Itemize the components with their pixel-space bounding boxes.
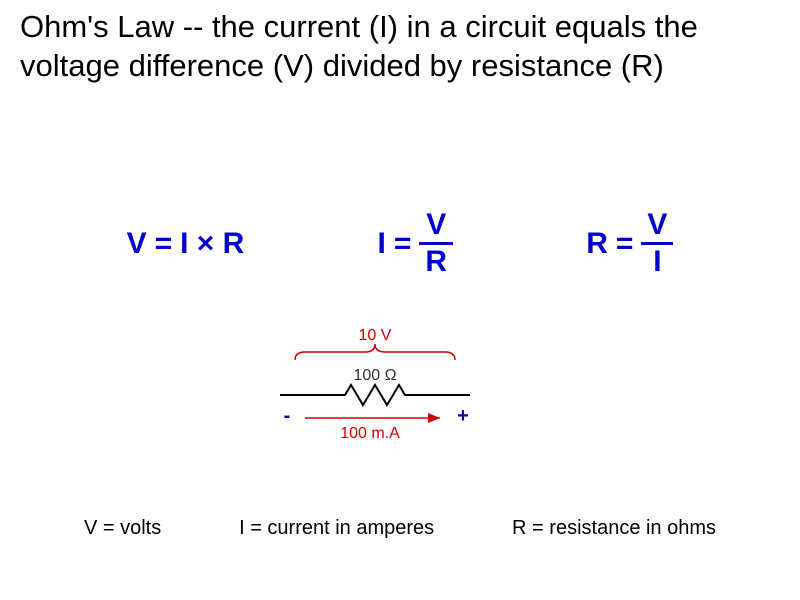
equals-sign: =	[616, 227, 634, 261]
formula-i-denominator: R	[419, 245, 453, 277]
circuit-svg: 10 V 100 Ω - + 100 m.A	[255, 330, 505, 460]
formula-i-numerator: V	[420, 210, 452, 242]
equals-sign: =	[394, 227, 412, 261]
formula-r-lhs: R	[586, 227, 608, 261]
legend-volts: V = volts	[84, 517, 161, 540]
current-arrow-head	[428, 413, 440, 423]
formula-current: I = V R	[377, 210, 453, 277]
formula-r-denominator: I	[647, 245, 667, 277]
formula-row: V = I × R I = V R R = V I	[0, 210, 800, 277]
circuit-diagram: 10 V 100 Ω - + 100 m.A	[255, 330, 505, 450]
plus-sign: +	[457, 405, 469, 427]
voltage-brace	[295, 344, 455, 360]
formula-voltage: V = I × R	[127, 227, 245, 261]
minus-sign: -	[284, 405, 291, 427]
formula-i-fraction: V R	[419, 210, 453, 277]
resistor-wire	[280, 385, 470, 405]
formula-i-lhs: I	[377, 227, 385, 261]
formula-r-numerator: V	[641, 210, 673, 242]
voltage-label: 10 V	[359, 327, 392, 344]
legend-amperes: I = current in amperes	[239, 517, 434, 540]
resistance-label: 100 Ω	[353, 367, 396, 384]
legend-ohms: R = resistance in ohms	[512, 517, 716, 540]
formula-v-lhs: V	[127, 227, 147, 261]
current-label: 100 m.A	[340, 425, 400, 442]
equals-sign: =	[155, 227, 173, 261]
formula-r-fraction: V I	[641, 210, 673, 277]
formula-v-rhs: I × R	[180, 227, 244, 261]
legend-row: V = volts I = current in amperes R = res…	[0, 517, 800, 540]
formula-resistance: R = V I	[586, 210, 673, 277]
page-title: Ohm's Law -- the current (I) in a circui…	[20, 8, 780, 86]
